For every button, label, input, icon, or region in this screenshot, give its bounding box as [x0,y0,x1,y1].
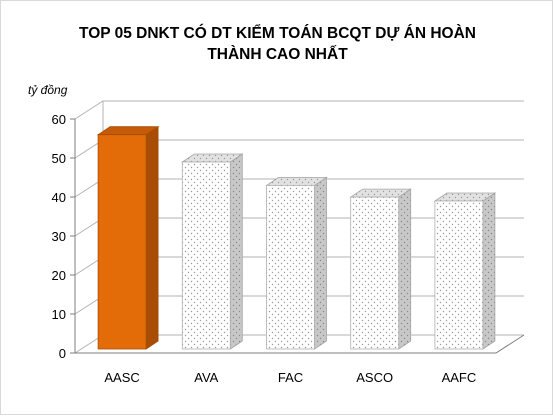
chart-title-line-2: THÀNH CAO NHẤT [207,46,348,63]
y-tick-label: 30 [52,229,66,244]
y-tick-label: 20 [52,268,66,283]
x-tick-label-fac: FAC [278,370,303,385]
x-tick-label-aafc: AAFC [442,370,477,385]
bar-side-fac [314,176,327,350]
floor-edge [75,334,525,354]
x-tick-label-aasc: AASC [104,370,139,385]
y-tick-label: 10 [52,307,66,322]
y-axis-unit-label: tỷ đồng [28,83,68,97]
bars [96,125,497,350]
chart-title-line-1: TOP 05 DNKT CÓ DT KIỂM TOÁN BCQT DỰ ÁN H… [79,25,476,42]
y-tick-label: 60 [52,112,66,127]
y-tick-label: 40 [52,190,66,205]
gridline-60 [74,100,524,120]
y-tick-label: 0 [59,346,66,361]
bar-fac [266,184,315,350]
bar-side-ava [229,153,243,350]
bar-side-aasc [145,125,159,350]
tick-labels: 0 10 20 30 40 50 60 AASC AVA FAC ASCO AAFC [52,112,477,385]
x-tick-label-asco: ASCO [356,370,393,385]
y-tick-label: 50 [52,151,66,166]
bar-aafc [434,200,484,350]
bar-aasc [97,134,147,350]
bar-side-aafc [482,192,496,350]
bar-asco [350,196,400,350]
bar-side-asco [398,188,412,350]
chart-title: TOP 05 DNKT CÓ DT KIỂM TOÁN BCQT DỰ ÁN H… [41,23,514,65]
x-tick-label-ava: AVA [194,370,218,385]
bar-ava [181,161,231,350]
